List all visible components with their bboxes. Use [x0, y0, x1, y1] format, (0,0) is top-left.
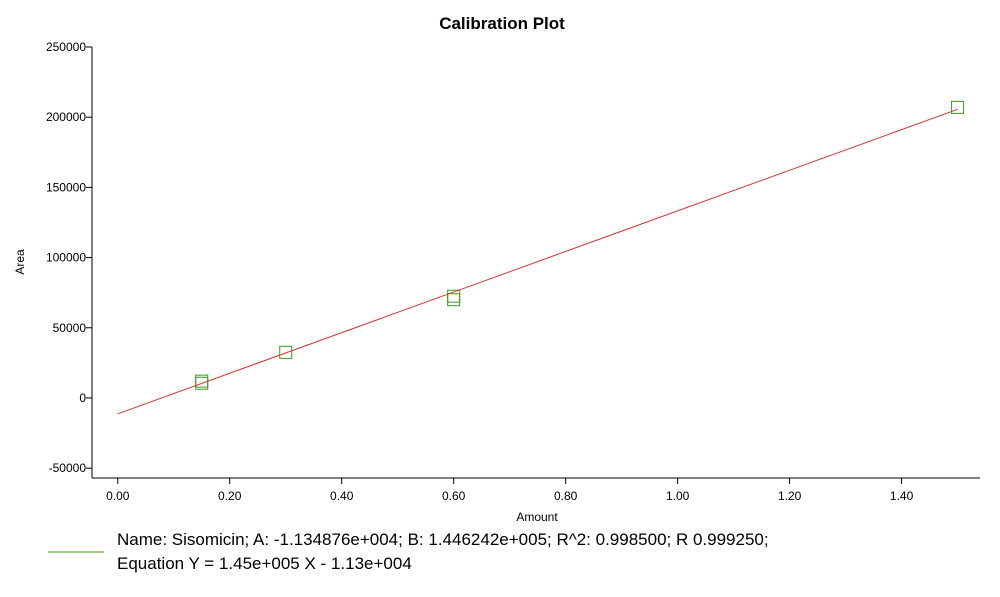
- point: [279, 345, 293, 359]
- x-tick-label: 1.20: [778, 489, 802, 503]
- chart-title: Calibration Plot: [439, 14, 565, 33]
- fit-line: [117, 108, 958, 415]
- y-tick-label: 0: [79, 391, 86, 405]
- legend-text: Equation Y = 1.45e+005 X - 1.13e+004: [117, 554, 412, 573]
- x-tick-label: 1.40: [890, 489, 914, 503]
- point: [447, 289, 461, 303]
- x-tick-label: 1.00: [666, 489, 690, 503]
- x-tick-label: 0.20: [218, 489, 242, 503]
- x-tick-label: 0.00: [106, 489, 130, 503]
- y-tick-label: 100000: [46, 251, 86, 265]
- y-tick-label: 200000: [46, 110, 86, 124]
- y-tick-label: -50000: [49, 461, 87, 475]
- y-tick-label: 50000: [53, 321, 87, 335]
- x-axis-label: Amount: [516, 510, 558, 524]
- y-tick-label: 250000: [46, 40, 86, 54]
- x-tick-label: 0.40: [330, 489, 354, 503]
- y-tick-label: 150000: [46, 180, 86, 194]
- legend-text: Name: Sisomicin; A: -1.134876e+004; B: 1…: [117, 530, 769, 549]
- point: [447, 293, 461, 307]
- y-axis-label: Area: [13, 249, 27, 275]
- x-tick-label: 0.60: [442, 489, 466, 503]
- point: [951, 100, 965, 114]
- x-tick-label: 0.80: [554, 489, 578, 503]
